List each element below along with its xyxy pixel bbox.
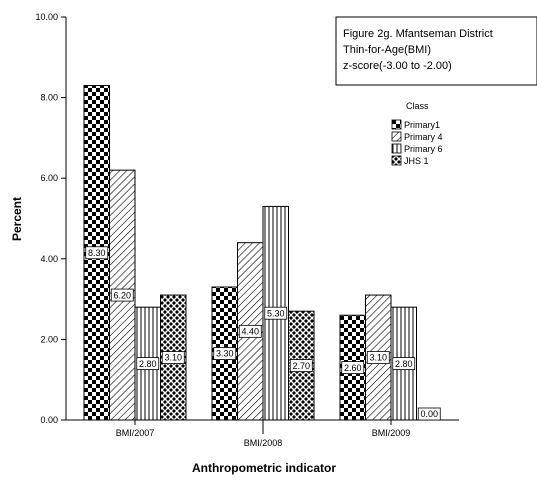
data-label-box: [289, 359, 313, 372]
data-label: 4.40: [241, 327, 259, 337]
data-label-box: [366, 351, 390, 364]
data-label-box: [110, 288, 134, 302]
legend-swatch: [391, 131, 402, 142]
data-label: 5.30: [267, 308, 285, 318]
data-label: 2.80: [395, 359, 413, 369]
chart-subtitle-2: z-score(-3.00 to -2.00): [343, 60, 452, 72]
legend-swatch: [391, 155, 402, 166]
legend-label: JHS 1: [404, 156, 429, 166]
x-ticks: BMI/2007 BMI/2008 BMI/2009: [116, 420, 411, 448]
legend-label: Primary 4: [404, 132, 443, 142]
y-tick-label: 8.00: [40, 93, 58, 103]
data-label: 0.00: [420, 409, 438, 419]
y-tick-label: 2.00: [40, 334, 58, 344]
data-label-box: [85, 246, 109, 260]
chart-title: Figure 2g. Mfantseman District: [343, 28, 493, 40]
legend-label: Primary1: [404, 120, 440, 130]
data-label: 8.30: [88, 248, 106, 258]
legend: Class Primary1 Primary 4 Primary 6 JHS 1: [391, 101, 443, 166]
y-tick-label: 6.00: [40, 173, 58, 183]
data-label: 2.60: [344, 363, 362, 373]
y-axis-title: Percent: [10, 197, 24, 241]
legend-swatch: [391, 143, 402, 154]
data-label-box: [136, 357, 160, 370]
legend-title: Class: [406, 101, 429, 111]
data-label-box: [417, 407, 441, 421]
x-axis-title: Anthropometric indicator: [192, 461, 336, 475]
data-label: 2.80: [139, 359, 157, 369]
data-label-box: [392, 357, 416, 370]
chart-subtitle-1: Thin-for-Age(BMI): [343, 44, 431, 56]
data-label-box: [264, 306, 288, 320]
data-label-box: [238, 324, 262, 338]
legend-label: Primary 6: [404, 144, 443, 154]
x-tick-label: BMI/2007: [116, 428, 155, 438]
bars: 8.30 6.20 2.80 3.10 3.30 4.40 5.30 2.70 2.60 3.10…: [83, 85, 441, 421]
data-label-box: [161, 351, 185, 364]
x-tick-label: BMI/2009: [372, 428, 411, 438]
data-label: 3.10: [369, 353, 387, 363]
y-tick-label: 0.00: [40, 415, 58, 425]
y-tick-label: 4.00: [40, 254, 58, 264]
title-box: [335, 16, 537, 86]
legend-swatch: [391, 119, 402, 130]
y-ticks: 0.00 2.00 4.00 6.00 8.00 10.00: [35, 12, 66, 425]
data-label-box: [213, 347, 237, 360]
data-label: 6.20: [113, 290, 131, 300]
data-label-box: [341, 361, 365, 375]
data-label: 3.10: [164, 353, 182, 363]
y-tick-label: 10.00: [35, 12, 58, 22]
data-label: 3.30: [216, 349, 234, 359]
x-tick-label: BMI/2008: [244, 438, 283, 448]
data-label: 2.70: [292, 361, 310, 371]
